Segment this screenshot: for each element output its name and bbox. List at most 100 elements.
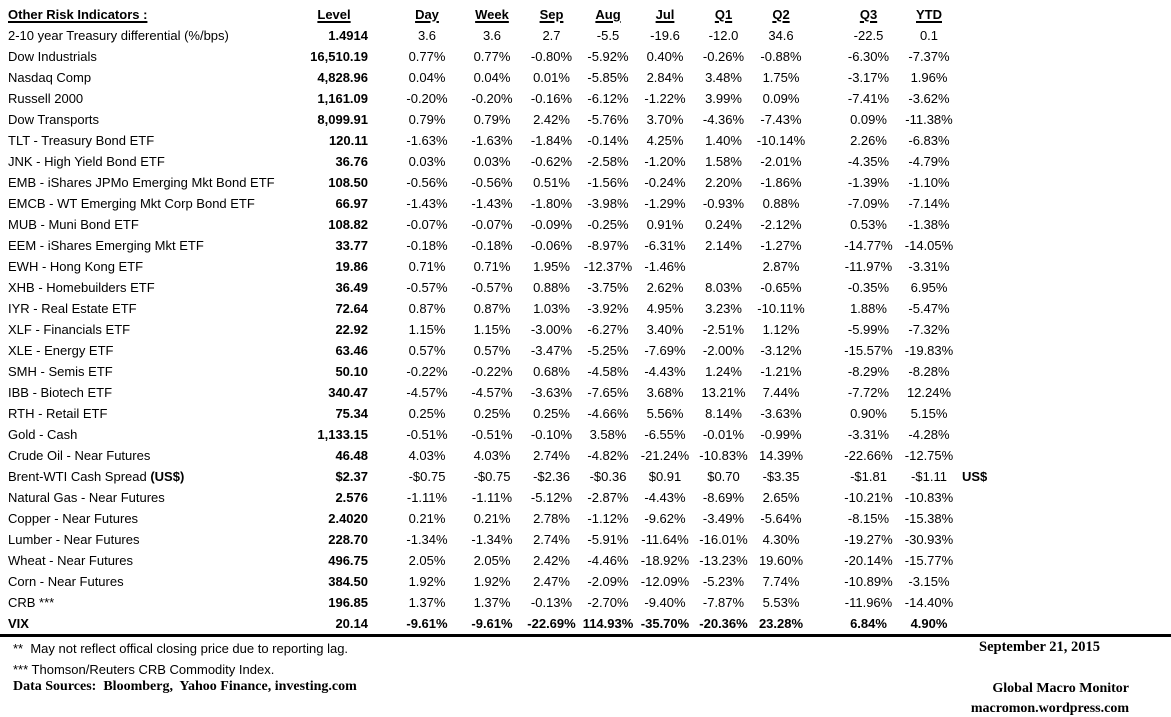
value-cell: -3.47% xyxy=(530,343,573,358)
table-row: XHB - Homebuilders ETF 36.49 -0.57% -0.57% 0… xyxy=(0,277,1171,298)
row-label: Natural Gas - Near Futures xyxy=(8,490,165,505)
level-cell: 2.576 xyxy=(335,490,368,505)
row-label: XLF - Financials ETF xyxy=(8,322,131,337)
value-cell: -8.15% xyxy=(847,511,890,526)
value-cell: 1.88% xyxy=(850,301,887,316)
value-cell: -0.35% xyxy=(847,280,890,295)
value-cell: -7.37% xyxy=(908,49,950,64)
risk-indicators-table: Other Risk Indicators : Level Day Week S… xyxy=(0,2,1171,637)
value-cell: -12.37% xyxy=(583,259,633,274)
value-cell: -3.12% xyxy=(760,343,802,358)
row-label: Nasdaq Comp xyxy=(8,70,92,85)
value-cell: -14.77% xyxy=(844,238,893,253)
value-cell: 2.7 xyxy=(542,28,561,43)
value-cell: -3.75% xyxy=(587,280,629,295)
value-cell: -3.15% xyxy=(908,574,950,589)
row-label: 2-10 year Treasury differential (%/bps) xyxy=(8,28,229,43)
value-cell: -4.28% xyxy=(908,427,950,442)
value-cell: -7.32% xyxy=(908,322,950,337)
value-cell: -4.35% xyxy=(847,154,890,169)
value-cell: -3.63% xyxy=(760,406,802,421)
table-row: Natural Gas - Near Futures 2.576 -1.11% -1.… xyxy=(0,487,1171,508)
value-cell: 0.25% xyxy=(408,406,446,421)
table-row: JNK - High Yield Bond ETF 36.76 0.03% 0.03%… xyxy=(0,151,1171,172)
value-cell: 4.95% xyxy=(646,301,684,316)
spacer-cell xyxy=(809,592,840,613)
value-cell: -12.0 xyxy=(708,28,739,43)
value-cell: -14.05% xyxy=(904,238,954,253)
value-cell: -22.69% xyxy=(527,616,576,631)
value-cell: -10.89% xyxy=(844,574,893,589)
level-cell: 50.10 xyxy=(335,364,368,379)
level-cell: 1,133.15 xyxy=(317,427,368,442)
value-cell: 1.15% xyxy=(473,322,511,337)
value-cell: -$0.36 xyxy=(589,469,627,484)
value-cell: -18.92% xyxy=(640,553,690,568)
value-cell: 3.68% xyxy=(646,385,684,400)
note-cell xyxy=(961,25,1171,46)
spacer-cell xyxy=(809,214,840,235)
row-label: Dow Transports xyxy=(8,112,100,127)
value-cell: 4.90% xyxy=(910,616,948,631)
value-cell: 2.42% xyxy=(533,553,570,568)
note-cell xyxy=(961,592,1171,613)
value-cell: -3.49% xyxy=(702,511,745,526)
value-cell: -0.80% xyxy=(530,49,573,64)
value-cell: 2.65% xyxy=(762,490,800,505)
value-cell: 0.1 xyxy=(919,28,939,43)
spacer-cell xyxy=(809,382,840,403)
spacer-cell xyxy=(809,46,840,67)
level-cell: 46.48 xyxy=(335,448,368,463)
value-cell: 2.26% xyxy=(850,133,887,148)
value-cell: 0.88% xyxy=(762,196,800,211)
value-cell: 7.44% xyxy=(762,385,800,400)
value-cell: 2.47% xyxy=(533,574,570,589)
value-cell: 3.48% xyxy=(705,70,742,85)
note-cell xyxy=(961,298,1171,319)
value-cell: -8.28% xyxy=(908,364,950,379)
value-cell: -0.22% xyxy=(406,364,448,379)
value-cell: -2.09% xyxy=(587,574,629,589)
table-row: Wheat - Near Futures 496.75 2.05% 2.05% 2.42… xyxy=(0,550,1171,571)
note-cell xyxy=(961,487,1171,508)
table-row: Crude Oil - Near Futures 46.48 4.03% 4.03% 2… xyxy=(0,445,1171,466)
value-cell: 1.15% xyxy=(408,322,446,337)
row-label: EMCB - WT Emerging Mkt Corp Bond ETF xyxy=(8,196,255,211)
header-spacer xyxy=(809,2,840,25)
value-cell: 0.24% xyxy=(705,217,742,232)
row-label: Brent-WTI Cash Spread (US$) xyxy=(8,469,185,484)
value-cell: -1.46% xyxy=(644,259,686,274)
value-cell: -1.12% xyxy=(587,511,629,526)
note-cell xyxy=(961,214,1171,235)
value-cell: 1.96% xyxy=(910,70,948,85)
spacer-cell xyxy=(809,361,840,382)
value-cell: -5.25% xyxy=(587,343,629,358)
spacer-cell xyxy=(809,67,840,88)
value-cell: -1.39% xyxy=(847,175,890,190)
level-cell: 36.76 xyxy=(335,154,368,169)
value-cell: -4.58% xyxy=(587,364,629,379)
table-row: MUB - Muni Bond ETF 108.82 -0.07% -0.07% -0.… xyxy=(0,214,1171,235)
value-cell: -0.07% xyxy=(406,217,448,232)
value-cell: -11.97% xyxy=(844,259,893,274)
value-cell: 2.74% xyxy=(533,448,570,463)
value-cell: -1.80% xyxy=(530,196,573,211)
value-cell: -3.31% xyxy=(908,259,950,274)
value-cell: -0.56% xyxy=(471,175,513,190)
row-label: Lumber - Near Futures xyxy=(8,532,140,547)
value-cell: 2.84% xyxy=(646,70,684,85)
row-label: XLE - Energy ETF xyxy=(8,343,114,358)
value-cell: 0.25% xyxy=(533,406,570,421)
level-cell: 108.82 xyxy=(328,217,368,232)
value-cell: -9.61% xyxy=(471,616,513,631)
value-cell: 1.92% xyxy=(408,574,446,589)
value-cell: -0.09% xyxy=(530,217,573,232)
value-cell: 3.23% xyxy=(705,301,742,316)
value-cell: 0.01% xyxy=(533,70,570,85)
value-cell: -14.40% xyxy=(904,595,954,610)
value-cell: -20.36% xyxy=(699,616,748,631)
value-cell: -0.51% xyxy=(471,427,513,442)
value-cell: 4.03% xyxy=(473,448,511,463)
spacer-cell xyxy=(809,151,840,172)
table-row: IBB - Biotech ETF 340.47 -4.57% -4.57% -3.63… xyxy=(0,382,1171,403)
